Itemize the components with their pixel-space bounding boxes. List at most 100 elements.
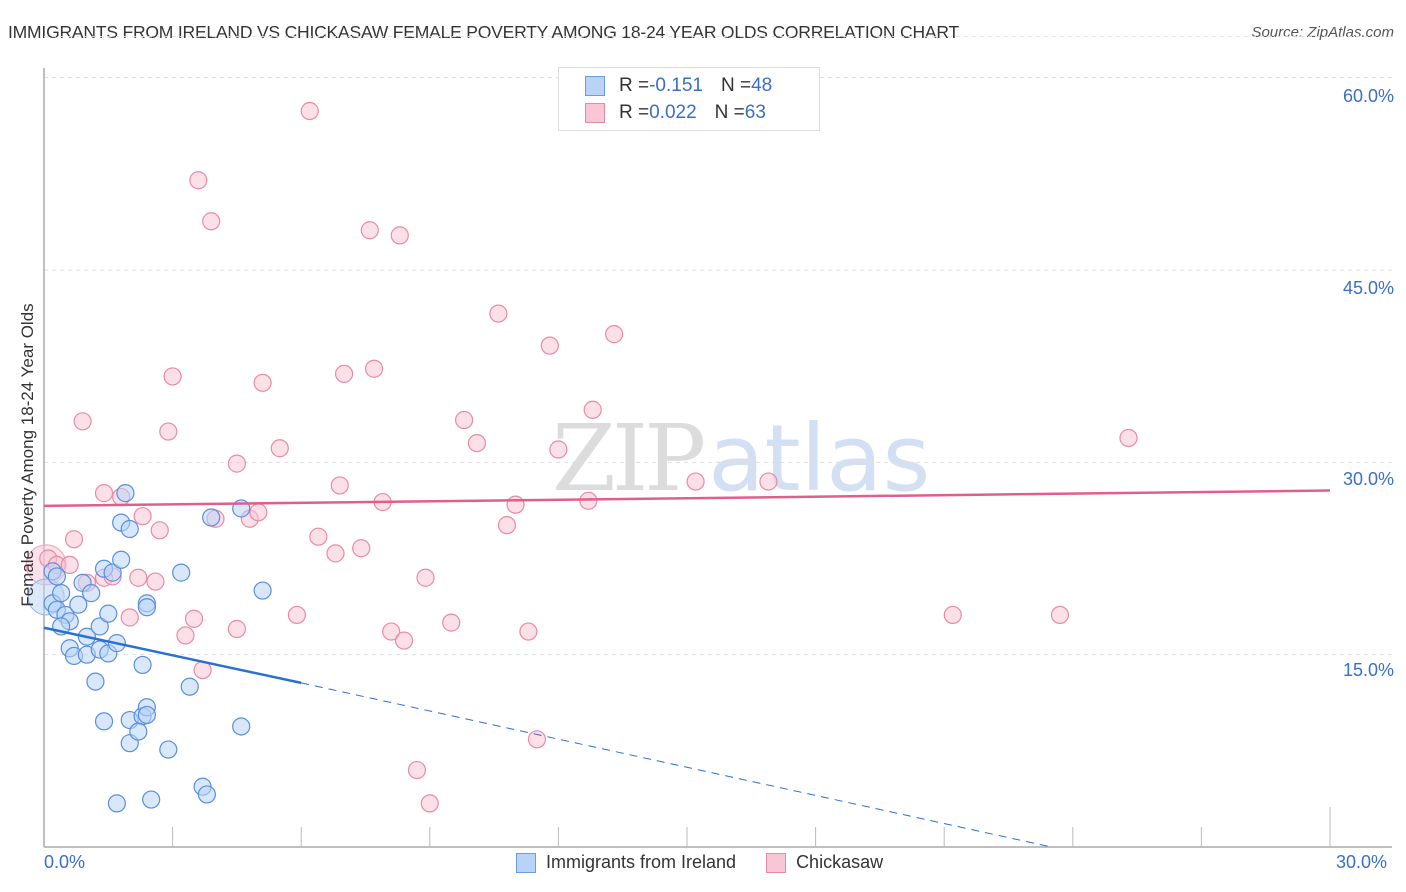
data-point bbox=[232, 717, 251, 736]
data-point bbox=[759, 472, 778, 491]
data-point bbox=[99, 604, 118, 623]
data-point bbox=[1050, 605, 1070, 625]
data-point bbox=[330, 476, 349, 495]
data-point bbox=[467, 434, 487, 453]
data-point bbox=[116, 484, 135, 503]
ireland-trendline-extension bbox=[301, 682, 1052, 848]
data-point bbox=[202, 212, 221, 231]
data-point bbox=[94, 712, 114, 731]
legend-item-ireland[interactable]: Immigrants from Ireland bbox=[516, 852, 736, 873]
data-point bbox=[519, 622, 538, 641]
data-point bbox=[133, 655, 152, 675]
x-tick-30: 30.0% bbox=[1336, 852, 1388, 872]
data-point bbox=[172, 563, 191, 582]
chickasaw-swatch bbox=[585, 103, 605, 123]
data-point bbox=[73, 412, 92, 431]
series-legend: Immigrants from Ireland Chickasaw bbox=[516, 852, 913, 873]
data-point bbox=[407, 760, 427, 780]
legend-row-ireland: R = -0.151 N = 48 bbox=[585, 73, 772, 99]
data-point bbox=[159, 740, 178, 759]
data-point bbox=[497, 516, 517, 535]
data-point bbox=[133, 507, 152, 526]
legend-item-chickasaw[interactable]: Chickasaw bbox=[766, 852, 883, 873]
data-point bbox=[253, 581, 272, 600]
data-point bbox=[583, 400, 602, 419]
ireland-r-value: -0.151 bbox=[649, 75, 703, 96]
data-point bbox=[309, 527, 328, 546]
data-point bbox=[382, 622, 401, 641]
data-point bbox=[60, 555, 79, 575]
correlation-legend: R = -0.151 N = 48 R = 0.022 N = 63 bbox=[558, 67, 820, 131]
data-point bbox=[943, 605, 962, 625]
y-tick-30: 30.0% bbox=[1342, 469, 1394, 489]
data-point bbox=[549, 440, 568, 459]
data-point bbox=[1119, 428, 1138, 448]
data-point bbox=[69, 595, 88, 614]
data-point bbox=[163, 367, 182, 386]
y-tick-45: 45.0% bbox=[1342, 278, 1394, 298]
data-point bbox=[227, 454, 246, 473]
data-point bbox=[120, 608, 139, 627]
data-point bbox=[197, 785, 216, 804]
data-point bbox=[129, 568, 148, 587]
zipatlas-watermark: ZIPatlas bbox=[552, 405, 931, 512]
data-point bbox=[184, 609, 204, 628]
data-point bbox=[394, 631, 414, 650]
data-point bbox=[137, 598, 156, 617]
ireland-trendline bbox=[43, 626, 302, 685]
trend-lines bbox=[43, 489, 1331, 848]
data-point bbox=[489, 304, 508, 323]
data-point bbox=[334, 364, 354, 383]
data-point bbox=[202, 508, 221, 527]
data-point bbox=[64, 530, 84, 549]
y-tick-15: 15.0% bbox=[1342, 660, 1394, 680]
data-point bbox=[189, 171, 208, 190]
data-point bbox=[506, 495, 525, 514]
data-point bbox=[146, 572, 165, 591]
data-point bbox=[129, 722, 148, 741]
data-point bbox=[390, 226, 409, 245]
data-point bbox=[86, 672, 105, 691]
data-point bbox=[159, 422, 178, 441]
y-tick-60: 60.0% bbox=[1342, 86, 1394, 106]
data-point bbox=[364, 359, 384, 378]
data-point bbox=[94, 484, 114, 503]
data-point bbox=[249, 503, 268, 522]
data-point bbox=[287, 605, 307, 625]
data-point bbox=[180, 677, 199, 696]
x-tick-0: 0.0% bbox=[44, 852, 86, 872]
data-point bbox=[442, 613, 461, 632]
data-point bbox=[270, 439, 289, 458]
data-point bbox=[416, 568, 435, 587]
data-point bbox=[360, 221, 379, 240]
data-point bbox=[90, 617, 109, 636]
data-point bbox=[420, 794, 439, 813]
data-point bbox=[142, 790, 161, 809]
chickasaw-n-value: 63 bbox=[744, 102, 766, 123]
data-point bbox=[120, 519, 139, 539]
ireland-legend-swatch bbox=[516, 852, 536, 873]
data-point bbox=[253, 373, 272, 392]
y-axis-label: Female Poverty Among 18-24 Year Olds bbox=[18, 303, 37, 607]
data-point bbox=[579, 491, 598, 510]
data-point bbox=[300, 101, 319, 121]
data-point bbox=[227, 619, 246, 639]
data-point bbox=[103, 563, 122, 582]
data-point bbox=[527, 730, 547, 749]
data-point bbox=[107, 794, 126, 813]
data-point bbox=[176, 626, 195, 645]
data-point bbox=[52, 584, 71, 603]
chickasaw-legend-swatch bbox=[766, 852, 787, 873]
data-point bbox=[82, 584, 101, 603]
data-point bbox=[352, 539, 371, 558]
data-point bbox=[605, 325, 624, 344]
ireland-swatch bbox=[585, 76, 605, 96]
data-point bbox=[686, 472, 705, 491]
chickasaw-points bbox=[25, 101, 1138, 813]
data-point bbox=[540, 336, 559, 355]
chickasaw-trendline bbox=[43, 489, 1331, 508]
chickasaw-r-value: 0.022 bbox=[649, 102, 697, 123]
legend-row-chickasaw: R = 0.022 N = 63 bbox=[585, 100, 766, 126]
data-point bbox=[47, 567, 66, 586]
